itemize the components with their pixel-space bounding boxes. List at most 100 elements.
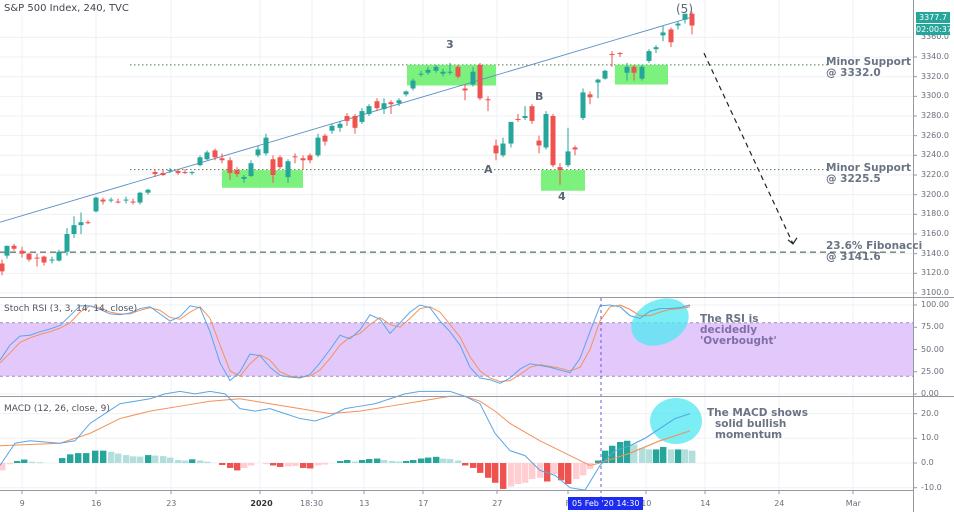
macd-hist-bar [344,460,351,463]
macd-hist-bar [21,459,28,463]
projection-arrow-line[interactable] [703,52,794,245]
macd-hist-bar [477,463,484,473]
macd-hist-bar [14,461,21,463]
macd-hist-bar [92,450,99,463]
macd-hist-bar [83,453,90,463]
candle-body [689,13,695,26]
wave-4-label: 4 [558,190,566,203]
stoch-d-line-overlay [619,304,691,317]
macd-note: The MACD shows solid bullish momentum [707,408,808,441]
candle-body [212,150,218,158]
macd-hist-bar [433,456,440,463]
candle-body [307,155,313,161]
macd-hist-bar [204,461,211,463]
macd-hist-bar [522,463,529,483]
candle-body [241,176,247,179]
stoch-tick-label: 75.00 [921,322,944,332]
candle-body [352,116,358,128]
macd-hist-bar [130,456,137,463]
projection-arrow[interactable] [703,52,798,245]
candle-body [580,92,586,118]
macd-hist-bar [182,460,189,463]
macd-highlight-ellipse [650,398,702,444]
candle-body [396,100,402,104]
candle-body [152,172,158,175]
label-line: Minor Support [826,162,912,174]
candle-body [508,121,514,144]
candle-body [646,51,652,61]
candle-body [160,173,166,176]
candle-body [85,222,91,224]
macd-tick-label: 10.0 [921,433,939,443]
macd-hist-bar [609,445,616,463]
macd-hist-bar [689,450,696,463]
macd-hist-bar [227,463,234,468]
macd-hist-bar [500,463,507,489]
macd-hist-bar [241,463,248,468]
macd-line-overlay [629,413,691,447]
macd-tick-label: 20.0 [921,408,939,418]
time-tick-label: F [566,499,571,508]
label-line: @ 3225.5 [826,173,881,185]
price-tick-label: 3120.0 [921,268,949,278]
stoch-tick-label: 0.00 [921,389,939,398]
candle-body [34,257,40,259]
macd-hist-bar [219,463,226,465]
macd-hist-bar [285,463,292,467]
stoch-rsi-title: Stoch RSI (3, 3, 14, 14, close) [4,304,138,314]
macd-hist-bar [292,463,299,466]
macd-hist-bar [470,463,477,468]
label-line: @ 3332.0 [826,67,881,79]
macd-hist-bar [145,455,152,463]
macd-hist-bar [322,463,329,465]
macd-hist-bar [189,459,196,463]
macd-hist-bar [366,459,373,463]
time-tick-label: 10 [641,499,652,508]
candle-body [624,66,630,73]
candle-body [682,13,688,20]
macd-hist-bar [631,444,638,463]
time-tick-label: 2020 [250,499,273,508]
wave-5-label: (5) [676,2,693,16]
macd-tick-label: -10.0 [921,482,942,492]
candle-body [219,158,225,161]
axis-ticks [21,56,917,494]
candle-body [477,64,483,99]
candle-body [292,156,298,158]
candle-body [602,70,608,79]
candle-body [587,94,593,98]
candle-body [440,71,446,74]
candle-body [11,245,17,249]
time-tick-label: 23 [166,499,177,508]
candle-body [565,151,571,166]
macd-hist-bar [389,461,396,463]
macd-hist-bar [595,460,602,463]
macd-hist-bar [175,460,182,463]
stoch-rsi-lines [0,304,691,384]
wave-a-label: A [484,163,493,176]
macd-main-line [0,390,691,491]
candle-body [617,53,623,55]
candle-body [315,137,321,156]
note-line: The RSI is [700,313,759,325]
minor-support-1-label: Minor Support @ 3332.0 [826,57,911,79]
macd-hist-bar [167,457,174,463]
note-line: solid bullish [715,418,787,430]
stoch-d-line [0,304,691,383]
note-line: momentum [715,429,783,441]
candle-body [595,79,601,83]
macd-hist-bar [529,463,536,480]
candle-body [255,149,261,156]
candle-body [234,170,240,175]
macd-hist-bar [551,463,558,475]
macd-hist-bar [67,454,74,463]
price-tick-label: 3180.0 [921,209,949,219]
candle-body [100,199,106,202]
candle-body [359,111,365,122]
candle-body [263,137,269,154]
time-tick-label: Mar [845,499,861,508]
candle-body [19,250,25,254]
macd-hist-bar [558,463,565,481]
price-tick-label: 3160.0 [921,229,949,238]
